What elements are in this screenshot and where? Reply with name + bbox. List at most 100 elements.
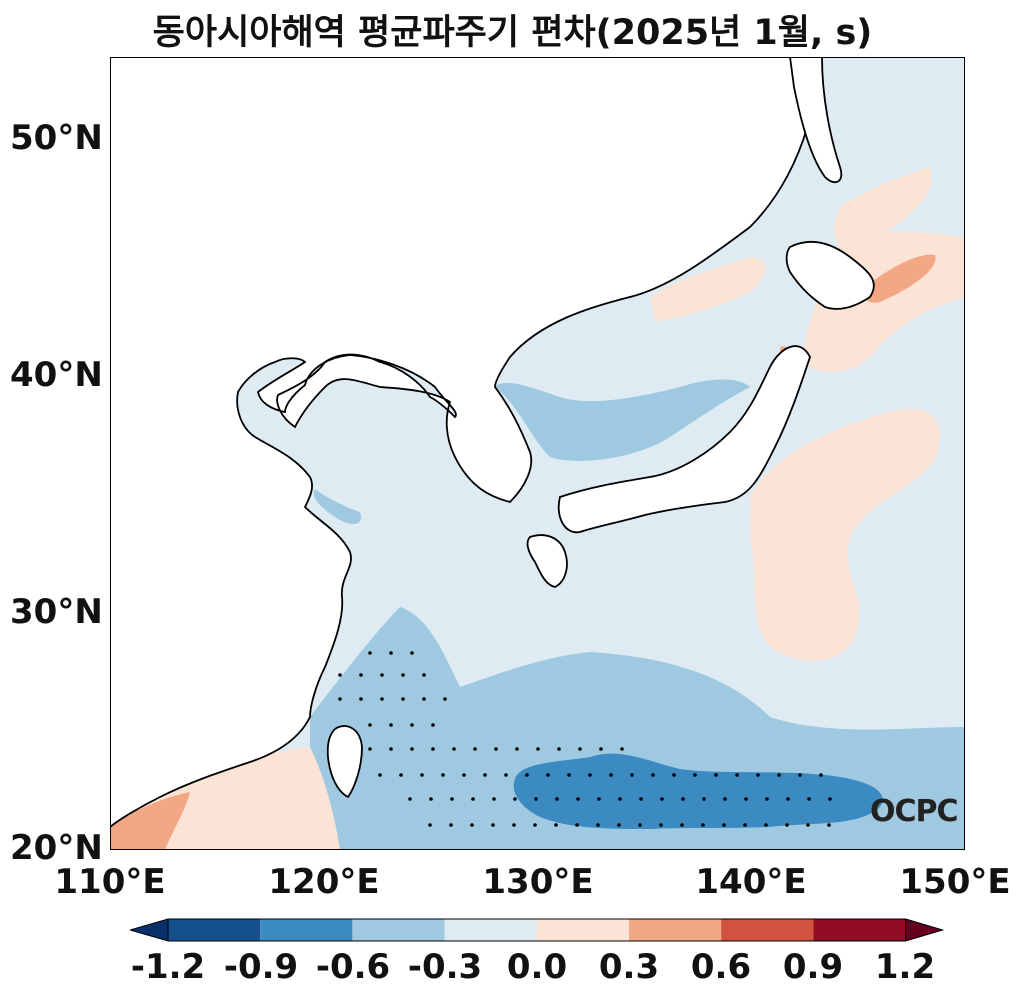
stipple-dot: [338, 697, 342, 701]
lat-label-20: 20°N: [10, 828, 103, 868]
anomaly-positive-korea-east: [650, 257, 765, 322]
stipple-dot: [431, 747, 435, 751]
stipple-dot: [452, 747, 456, 751]
colorbar-segment: [260, 919, 353, 941]
colorbar-tick: -0.3: [407, 947, 483, 987]
stipple-dot: [410, 747, 414, 751]
lat-label-40: 40°N: [10, 355, 103, 395]
stipple-dot: [441, 773, 445, 777]
stipple-dot: [422, 697, 426, 701]
stipple-dots: [338, 651, 832, 827]
stipple-dot: [431, 723, 435, 727]
stipple-dot: [557, 747, 561, 751]
colorbar-segment: [444, 919, 537, 941]
stipple-dot: [639, 797, 643, 801]
stipple-dot: [471, 797, 475, 801]
stipple-dot: [807, 797, 811, 801]
anomaly-positive-north: [833, 167, 932, 250]
colorbar-segment: [813, 919, 906, 941]
stipple-dot: [555, 797, 559, 801]
stipple-dot: [651, 773, 655, 777]
stipple-dot: [806, 823, 810, 827]
stipple-dot: [777, 773, 781, 777]
stipple-dot: [743, 823, 747, 827]
stipple-dot: [380, 697, 384, 701]
stipple-dot: [449, 823, 453, 827]
stipple-dot: [525, 773, 529, 777]
stipple-dot: [410, 723, 414, 727]
stipple-dot: [515, 747, 519, 751]
lat-label-50: 50°N: [10, 118, 103, 158]
stipple-dot: [359, 697, 363, 701]
stipple-dot: [827, 823, 831, 827]
colorbar-tick: 0.3: [598, 947, 660, 987]
colorbar-graphic: [128, 918, 945, 942]
stipple-dot: [513, 797, 517, 801]
stipple-dot: [722, 823, 726, 827]
stipple-dot: [596, 823, 600, 827]
land-asia: [110, 57, 811, 829]
land-japan-kyushu: [526, 534, 568, 588]
stipple-dot: [401, 673, 405, 677]
stipple-dot: [735, 773, 739, 777]
stipple-dot: [638, 823, 642, 827]
stipple-dot: [693, 773, 697, 777]
stipple-dot: [620, 747, 624, 751]
colorbar-segment: [536, 919, 629, 941]
stipple-dot: [659, 823, 663, 827]
stipple-dot: [680, 823, 684, 827]
stipple-dot: [588, 773, 592, 777]
stipple-dot: [617, 823, 621, 827]
stipple-dot: [380, 673, 384, 677]
anomaly-negative-east-sea: [495, 379, 750, 461]
stipple-dot: [536, 747, 540, 751]
stipple-dot: [785, 823, 789, 827]
anomaly-negative-yellow-sea: [313, 489, 361, 524]
colorbar-tick: -1.2: [130, 947, 206, 987]
stipple-dot: [597, 797, 601, 801]
colorbar-max-extend: [905, 918, 945, 942]
lon-label-110: 110°E: [54, 862, 166, 902]
map-panel[interactable]: [110, 57, 965, 850]
lon-label-150: 150°E: [899, 862, 1011, 902]
stipple-dot: [786, 797, 790, 801]
stipple-dot: [462, 773, 466, 777]
stipple-dot: [744, 797, 748, 801]
stipple-dot: [609, 773, 613, 777]
stipple-dot: [681, 797, 685, 801]
stipple-dot: [723, 797, 727, 801]
colorbar-segment: [629, 919, 722, 941]
stipple-dot: [578, 747, 582, 751]
ocpc-logo: OCPC: [870, 794, 959, 829]
stipple-dot: [443, 697, 447, 701]
stipple-dot: [798, 773, 802, 777]
stipple-dot: [494, 747, 498, 751]
colorbar-outline: [167, 918, 907, 942]
stipple-dot: [483, 773, 487, 777]
stipple-dot: [368, 747, 372, 751]
lon-label-140: 140°E: [695, 862, 807, 902]
colorbar: [128, 918, 945, 942]
stipple-dot: [765, 797, 769, 801]
stipple-dot: [764, 823, 768, 827]
stipple-dot: [389, 651, 393, 655]
colorbar-tick: 1.2: [874, 947, 936, 987]
land-taiwan: [326, 725, 363, 799]
stipple-dot: [450, 797, 454, 801]
land-japan-hokkaido: [785, 240, 875, 310]
stipple-dot: [618, 797, 622, 801]
stipple-dot: [401, 697, 405, 701]
lon-label-130: 130°E: [482, 862, 594, 902]
stipple-dot: [575, 823, 579, 827]
anomaly-negative-strong: [513, 753, 883, 829]
stipple-dot: [368, 651, 372, 655]
stipple-dot: [420, 773, 424, 777]
map-title: 동아시아해역 평균파주기 편차(2025년 1월, s): [152, 13, 873, 53]
lat-label-30: 30°N: [10, 592, 103, 632]
stipple-dot: [533, 823, 537, 827]
colorbar-min-extend: [128, 918, 169, 942]
stipple-dot: [389, 747, 393, 751]
stipple-dot: [368, 723, 372, 727]
stipple-dot: [546, 773, 550, 777]
stipple-dot: [492, 797, 496, 801]
